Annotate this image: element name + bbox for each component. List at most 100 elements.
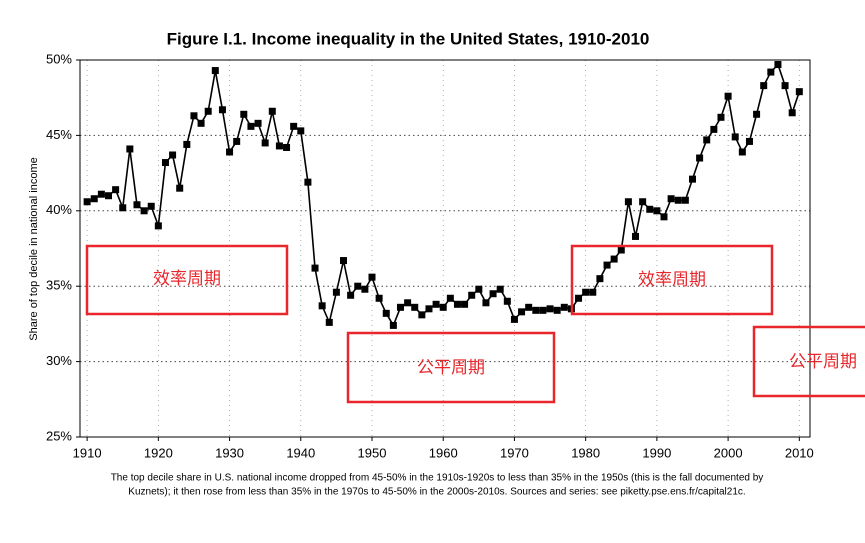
data-point [532,306,540,314]
data-point [688,175,696,183]
data-point [453,300,461,308]
data-point [710,125,718,133]
data-point [304,178,312,186]
x-tick-label: 1990 [642,445,671,460]
data-point [525,303,533,311]
data-point [375,294,383,302]
x-tick-label: 1930 [215,445,244,460]
y-tick-label: 45% [46,127,72,142]
data-point [247,122,255,130]
data-point [147,202,155,210]
chart-title: Figure I.1. Income inequality in the Uni… [167,29,650,48]
data-point [468,291,476,299]
y-tick-label: 30% [46,353,72,368]
annotation-box [570,244,774,316]
data-point [183,140,191,148]
data-point [389,321,397,329]
data-point [760,82,768,90]
data-point [624,198,632,206]
data-point [90,195,98,203]
data-point [795,88,803,96]
x-tick-label: 1910 [73,445,102,460]
data-point [738,148,746,156]
y-axis-label: Share of top decile in national income [28,157,40,340]
x-tick-label: 2010 [785,445,814,460]
data-point [83,198,91,206]
data-point [503,297,511,305]
data-point [297,127,305,135]
data-point [482,299,490,307]
annotation-box [346,331,556,404]
data-point [197,119,205,127]
annotation: 效率周期 [153,269,221,289]
x-tick-label: 1940 [286,445,315,460]
data-point [254,119,262,127]
y-tick-label: 40% [46,202,72,217]
data-point [368,273,376,281]
data-point [126,145,134,153]
data-point [653,207,661,215]
data-point [660,213,668,221]
data-point [610,255,618,263]
data-point [311,264,319,272]
annotations: 效率周期 公平周期 效率周期 公平周期 [85,244,865,404]
data-point [717,113,725,121]
annotation-box [85,244,289,316]
data-point [404,299,412,307]
data-point [396,303,404,311]
data-point [140,207,148,215]
data-point [603,261,611,269]
data-point [176,184,184,192]
data-point [582,288,590,296]
x-tick-label: 1970 [500,445,529,460]
data-point [617,246,625,254]
data-point [290,122,298,130]
data-point [411,303,419,311]
data-point [745,137,753,145]
data-point [696,154,704,162]
data-point [589,288,597,296]
data-point [318,302,326,310]
data-point [432,300,440,308]
x-tick-label: 1960 [429,445,458,460]
data-point [781,82,789,90]
data-point [496,285,504,293]
data-point [510,315,518,323]
x-tick-label: 1920 [144,445,173,460]
data-point [731,133,739,141]
data-point [226,148,234,156]
data-point [204,107,212,115]
data-point [283,143,291,151]
data-point [639,198,647,206]
data-point [767,68,775,76]
data-point [340,257,348,265]
data-point [112,186,120,194]
data-point [596,275,604,283]
data-point [233,137,241,145]
data-point [361,285,369,293]
data-point [518,308,526,316]
data-point [211,67,219,75]
data-point [703,136,711,144]
data-point [382,309,390,317]
data-point [681,196,689,204]
data-point [218,106,226,114]
annotation: 效率周期 [638,270,706,290]
plot-border [79,59,811,438]
data-point [154,222,162,230]
data-point [418,311,426,319]
data-point [674,196,682,204]
data-point [240,110,248,118]
data-point [646,205,654,213]
data-point [774,61,782,69]
data-point [446,294,454,302]
x-tick-label: 1950 [358,445,387,460]
data-point [325,318,333,326]
data-point [190,112,198,120]
annotation-box [752,325,865,398]
y-tick-label: 25% [46,428,72,443]
data-point [275,142,283,150]
data-point [133,201,141,209]
data-point [546,305,554,313]
